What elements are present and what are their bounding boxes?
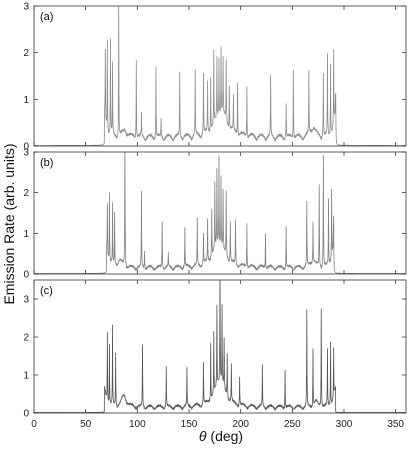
y-tick-label: 1 [23,229,29,240]
y-tick-label: 3 [23,2,29,13]
x-tick-label: 350 [387,419,404,430]
y-tick-label: 0 [23,409,29,420]
y-tick-label: 2 [23,48,29,59]
panel-label: (b) [40,157,53,169]
x-tick-label: 50 [80,419,92,430]
x-axis-label: θ (deg) [199,428,243,444]
x-axis-label-symbol: θ [199,428,207,444]
y-axis-label: Emission Rate (arb. units) [1,143,17,304]
x-tick-label: 100 [129,419,146,430]
panel-c: 0 1 2 3 0 50 100 150 200 250 300 350 (c) [23,279,407,430]
series-line [34,6,406,146]
y-tick-label: 3 [23,148,29,159]
plot-frame [33,5,407,147]
x-tick-label: 300 [336,419,353,430]
plot-frame [33,279,407,414]
series-line [34,152,406,274]
y-tick-label: 1 [23,371,29,382]
x-axis-label-unit: (deg) [207,428,244,444]
panel-b: 0 1 2 3 (b) [23,148,407,281]
y-tick-label: 2 [23,333,29,344]
y-tick-label: 2 [23,188,29,199]
panel-label: (c) [40,285,53,297]
y-tick-label: 1 [23,95,29,106]
plot-frame [33,151,407,275]
series-line [34,280,406,413]
x-tick-label: 250 [284,419,301,430]
x-tick-label: 150 [181,419,198,430]
y-tick-label: 0 [23,142,29,153]
y-tick-label: 0 [23,270,29,281]
panel-label: (a) [40,11,53,23]
x-tick-label: 0 [31,419,37,430]
x-tick-label: 200 [232,419,249,430]
panel-a: 0 1 2 3 (a) [23,2,407,153]
y-tick-label: 3 [23,295,29,306]
